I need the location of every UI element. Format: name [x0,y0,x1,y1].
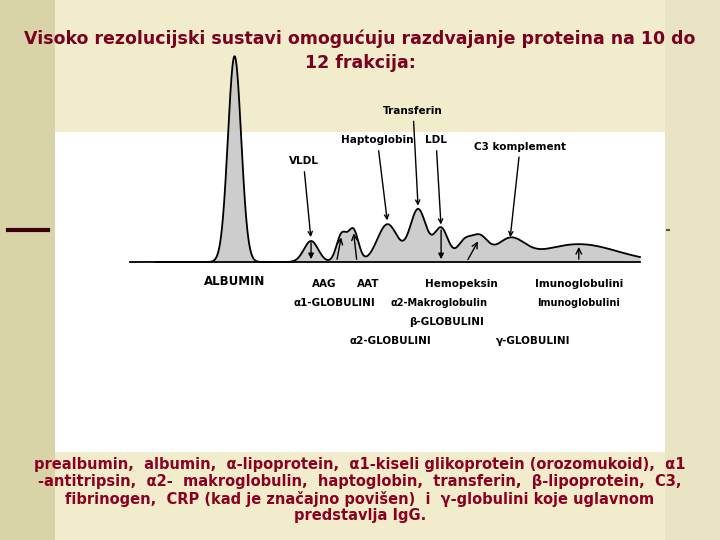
Text: Transferin: Transferin [383,106,443,204]
Bar [0,0,55,540]
Text: VLDL: VLDL [289,156,318,235]
Text: C3 komplement: C3 komplement [474,141,566,235]
Bar [55,132,665,452]
Text: ALBUMIN: ALBUMIN [204,275,265,288]
Text: AAT: AAT [357,279,379,289]
Text: Imunoglobulini: Imunoglobulini [535,279,623,289]
Text: β-GLOBULINI: β-GLOBULINI [409,316,484,327]
Text: Imunoglobulini: Imunoglobulini [537,298,620,308]
Text: -antitripsin,  α2-  makroglobulin,  haptoglobin,  transferin,  β-lipoprotein,  C: -antitripsin, α2- makroglobulin, haptogl… [38,474,682,489]
Text: Visoko rezolucijski sustavi omogućuju razdvajanje proteina na 10 do
12 frakcija:: Visoko rezolucijski sustavi omogućuju ra… [24,30,696,72]
Text: α2-GLOBULINI: α2-GLOBULINI [349,335,431,346]
Text: Hemopeksin: Hemopeksin [425,279,498,289]
Text: predstavlja IgG.: predstavlja IgG. [294,508,426,523]
Text: AAG: AAG [312,279,336,289]
Text: Haptoglobin: Haptoglobin [341,135,413,219]
Bar [665,0,720,540]
Text: α2-Makroglobulin: α2-Makroglobulin [390,298,487,308]
Text: γ-GLOBULINI: γ-GLOBULINI [495,335,570,346]
Polygon shape [130,56,640,262]
Text: LDL: LDL [425,135,447,223]
Text: α1-GLOBULINI: α1-GLOBULINI [293,298,375,308]
Text: prealbumin,  albumin,  α-lipoprotein,  α1-kiseli glikoprotein (orozomukoid),  α1: prealbumin, albumin, α-lipoprotein, α1-k… [35,457,685,472]
Text: fibrinogen,  CRP (kad je značajno povišen)  i  γ-globulini koje uglavnom: fibrinogen, CRP (kad je značajno povišen… [66,491,654,507]
